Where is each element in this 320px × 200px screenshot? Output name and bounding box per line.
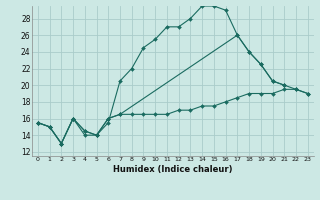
X-axis label: Humidex (Indice chaleur): Humidex (Indice chaleur)	[113, 165, 233, 174]
